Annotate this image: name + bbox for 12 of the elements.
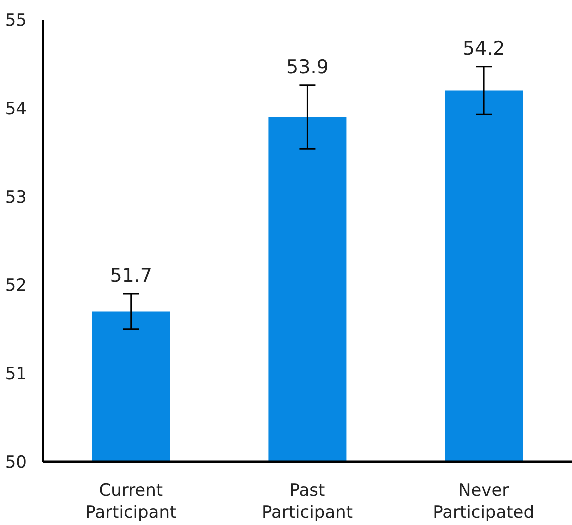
- x-tick-label: Current Participant: [86, 481, 177, 523]
- x-tick-label: Never Participated: [433, 481, 535, 523]
- y-tick-label: 53: [5, 188, 27, 208]
- data-label: 54.2: [462, 38, 506, 60]
- y-tick-label: 50: [5, 453, 27, 474]
- x-tick-label: Past Participant: [262, 481, 354, 523]
- data-label: 51.7: [110, 265, 153, 288]
- y-tick-label: 51: [5, 364, 27, 385]
- y-tick-label: 52: [5, 276, 27, 296]
- y-tick-label: 54: [5, 99, 27, 120]
- data-label: 53.9: [286, 56, 329, 78]
- y-tick-label: 55: [5, 11, 27, 32]
